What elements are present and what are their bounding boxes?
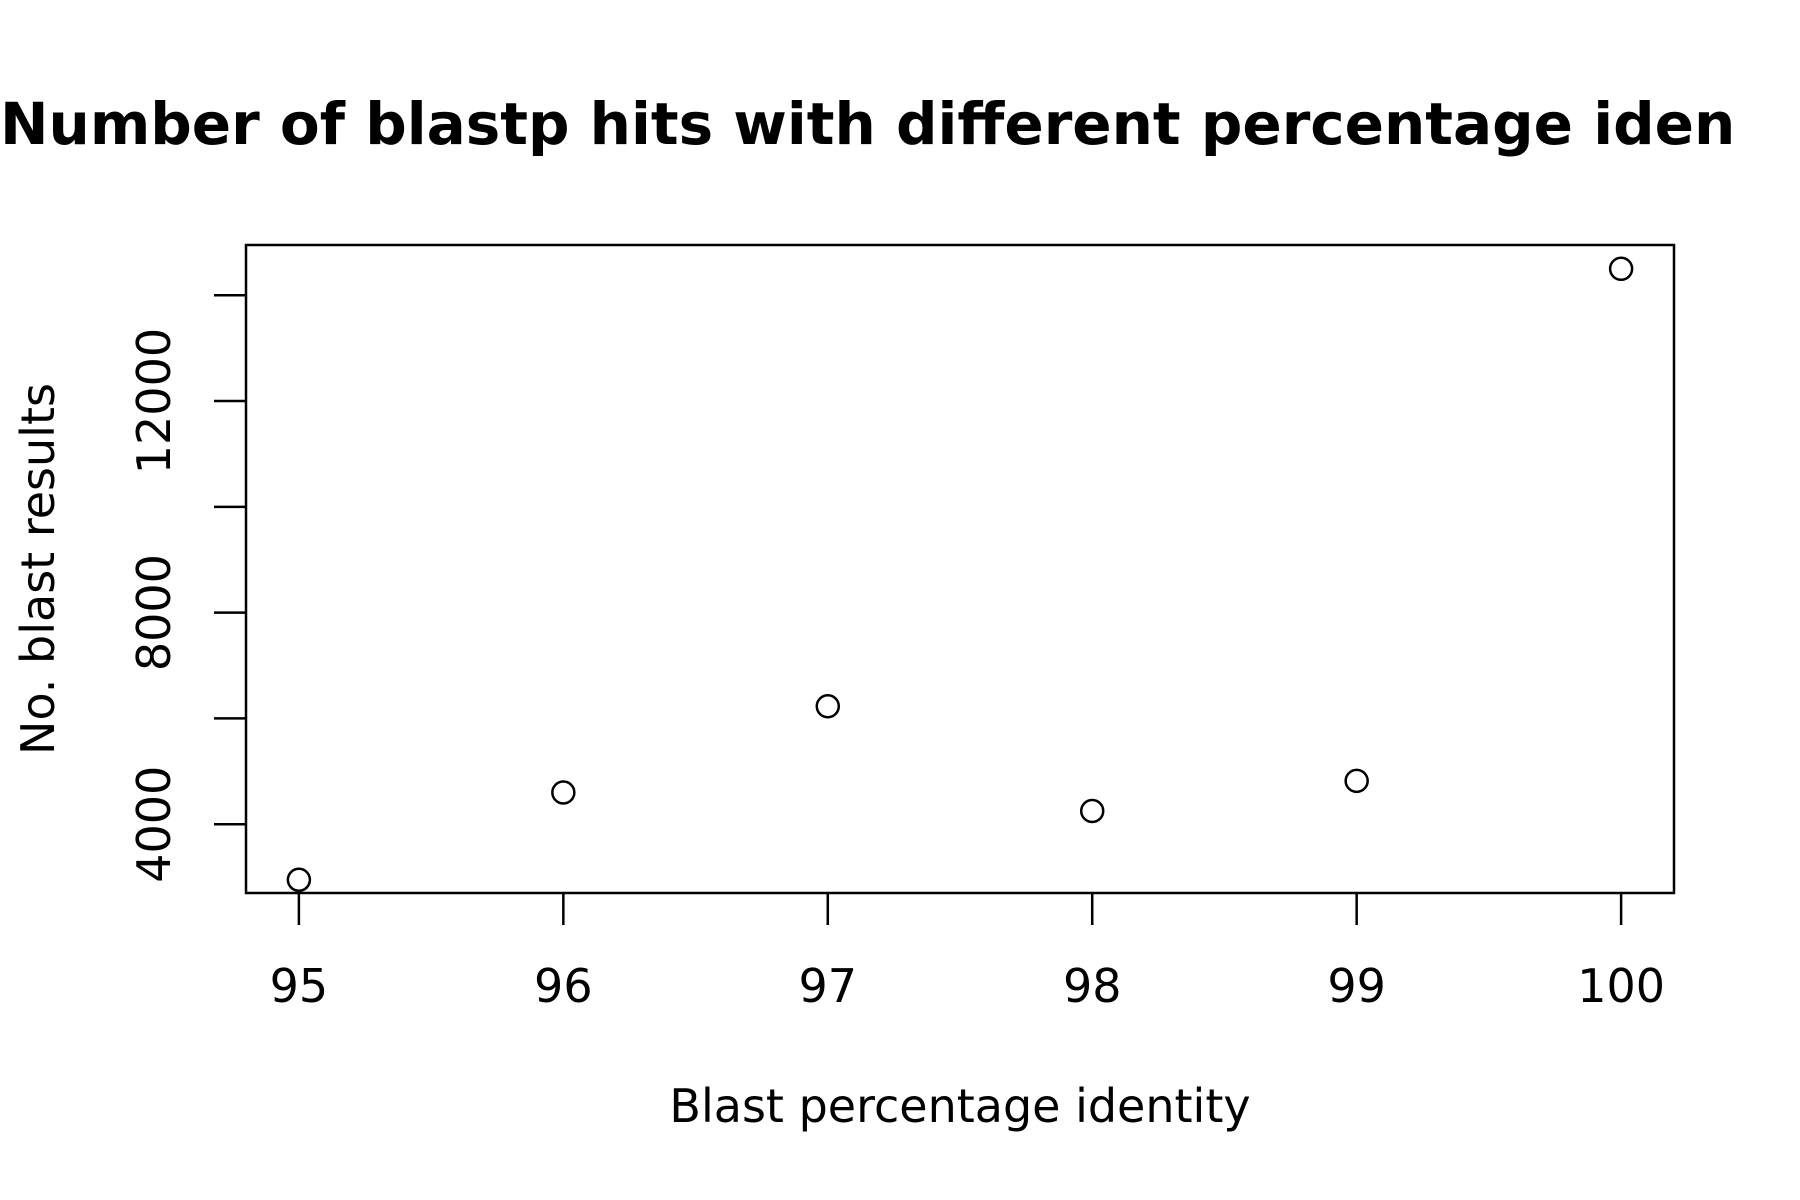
data-point [286,867,312,893]
data-points [286,256,1634,893]
data-point [815,694,841,719]
data-point [1608,256,1634,282]
y-axis: 4000 8000 12000 [127,294,246,883]
x-tick-label: 100 [1577,959,1665,1013]
y-tick-label: 12000 [127,328,181,474]
y-tick-label: 8000 [127,554,181,671]
y-tick-label: 4000 [127,766,181,883]
y-axis-label: No. blast results [11,383,65,755]
chart-title: Number of blastp hits with different per… [0,90,1735,158]
plot-frame [244,243,1676,895]
x-axis: 95 96 97 98 99 100 [270,893,1665,1013]
data-point [1079,798,1105,824]
x-tick-label: 98 [1063,959,1122,1013]
x-tick-label: 99 [1327,959,1386,1013]
x-tick-label: 97 [799,959,858,1013]
x-axis-label: Blast percentage identity [669,1079,1250,1133]
data-point [551,780,576,805]
x-tick-label: 96 [534,959,593,1013]
data-point [1344,768,1369,794]
x-tick-label: 95 [270,959,329,1013]
